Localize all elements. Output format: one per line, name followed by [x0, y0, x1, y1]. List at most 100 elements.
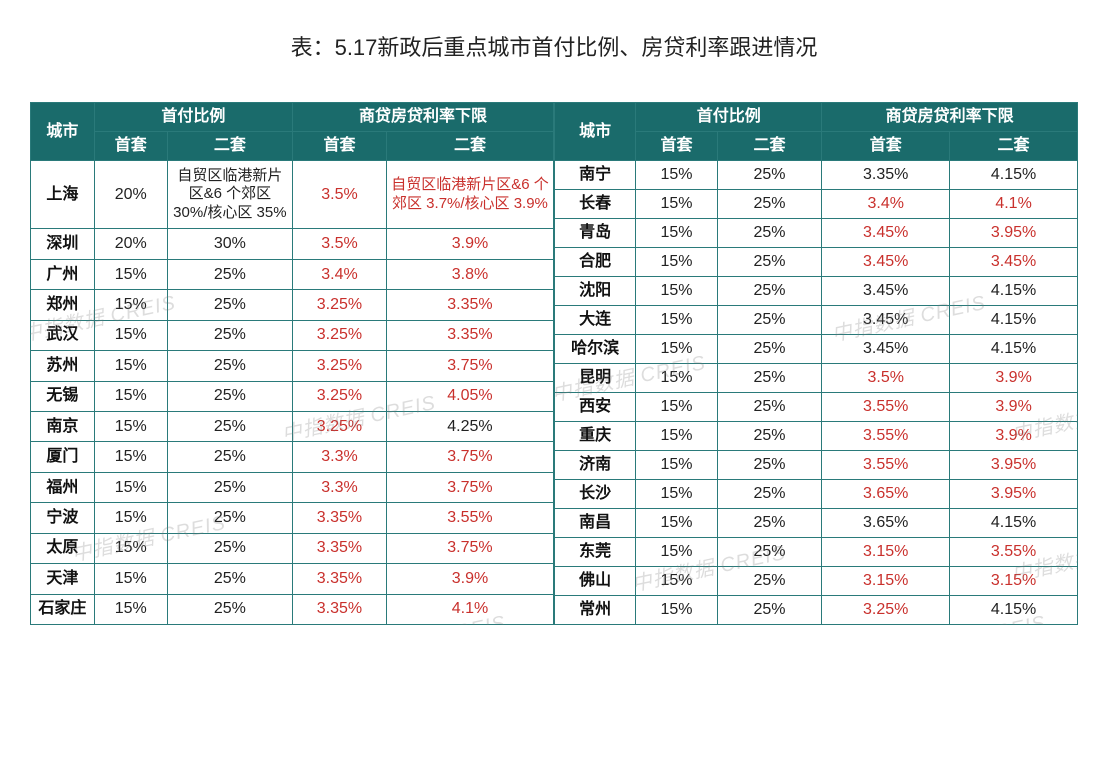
- table-row: 南京15%25%3.25%4.25%: [31, 411, 554, 441]
- cell-rate-first: 3.25%: [293, 381, 387, 411]
- cell-rate-second: 4.05%: [386, 381, 553, 411]
- cell-city: 武汉: [31, 320, 95, 350]
- cell-rate-first: 3.25%: [293, 411, 387, 441]
- table-row: 长沙15%25%3.65%3.95%: [555, 480, 1078, 509]
- cell-rate-first: 3.5%: [293, 161, 387, 229]
- cell-down-second: 25%: [167, 259, 292, 289]
- cell-rate-second: 3.15%: [950, 567, 1078, 596]
- cell-city: 佛山: [555, 567, 636, 596]
- table-row: 厦门15%25%3.3%3.75%: [31, 442, 554, 472]
- table-row: 太原15%25%3.35%3.75%: [31, 533, 554, 563]
- cell-rate-second: 4.1%: [950, 190, 1078, 219]
- cell-down-first: 20%: [94, 161, 167, 229]
- table-row: 哈尔滨15%25%3.45%4.15%: [555, 335, 1078, 364]
- cell-city: 长沙: [555, 480, 636, 509]
- th-rate-group: 商贷房贷利率下限: [822, 103, 1078, 132]
- cell-city: 南宁: [555, 161, 636, 190]
- cell-city: 昆明: [555, 364, 636, 393]
- cell-rate-second: 3.95%: [950, 480, 1078, 509]
- cell-city: 青岛: [555, 219, 636, 248]
- cell-city: 常州: [555, 596, 636, 625]
- cell-down-second: 25%: [717, 596, 822, 625]
- cell-rate-second: 3.35%: [386, 290, 553, 320]
- cell-city: 大连: [555, 306, 636, 335]
- cell-rate-second: 3.35%: [386, 320, 553, 350]
- cell-down-first: 15%: [94, 290, 167, 320]
- cell-down-first: 15%: [94, 351, 167, 381]
- cell-rate-first: 3.25%: [293, 351, 387, 381]
- cell-down-first: 15%: [94, 259, 167, 289]
- cell-down-first: 15%: [94, 381, 167, 411]
- cell-down-second: 25%: [717, 567, 822, 596]
- cell-rate-second: 3.55%: [386, 503, 553, 533]
- cell-rate-first: 3.3%: [293, 472, 387, 502]
- cell-down-second: 25%: [717, 248, 822, 277]
- cell-city: 哈尔滨: [555, 335, 636, 364]
- table-row: 无锡15%25%3.25%4.05%: [31, 381, 554, 411]
- cell-down-second: 25%: [167, 351, 292, 381]
- table-row: 佛山15%25%3.15%3.15%: [555, 567, 1078, 596]
- table-row: 沈阳15%25%3.45%4.15%: [555, 277, 1078, 306]
- cell-down-first: 15%: [94, 472, 167, 502]
- cell-down-first: 15%: [636, 219, 717, 248]
- th-first: 首套: [293, 132, 387, 161]
- cell-down-second: 25%: [717, 538, 822, 567]
- cell-down-first: 15%: [636, 596, 717, 625]
- th-city: 城市: [31, 103, 95, 161]
- table-row: 石家庄15%25%3.35%4.1%: [31, 594, 554, 624]
- cell-down-first: 15%: [94, 503, 167, 533]
- cell-city: 重庆: [555, 422, 636, 451]
- cell-down-first: 15%: [636, 277, 717, 306]
- table-row: 宁波15%25%3.35%3.55%: [31, 503, 554, 533]
- cell-down-second: 25%: [167, 290, 292, 320]
- cell-rate-second: 4.15%: [950, 509, 1078, 538]
- cell-rate-first: 3.35%: [822, 161, 950, 190]
- cell-city: 南昌: [555, 509, 636, 538]
- cell-down-second: 25%: [167, 411, 292, 441]
- cell-city: 无锡: [31, 381, 95, 411]
- cell-rate-second: 3.75%: [386, 442, 553, 472]
- cell-down-second: 25%: [167, 533, 292, 563]
- cell-rate-second: 3.9%: [950, 393, 1078, 422]
- table-row: 深圳20%30%3.5%3.9%: [31, 229, 554, 259]
- cell-city: 福州: [31, 472, 95, 502]
- cell-down-second: 25%: [167, 442, 292, 472]
- cell-down-second: 25%: [167, 381, 292, 411]
- cell-rate-second: 3.9%: [386, 564, 553, 594]
- cell-rate-first: 3.15%: [822, 567, 950, 596]
- cell-rate-second: 3.75%: [386, 533, 553, 563]
- cell-rate-second: 3.95%: [950, 219, 1078, 248]
- cell-rate-first: 3.65%: [822, 509, 950, 538]
- cell-rate-second: 3.55%: [950, 538, 1078, 567]
- cell-down-second: 25%: [167, 564, 292, 594]
- cell-down-second: 25%: [717, 364, 822, 393]
- cell-city: 天津: [31, 564, 95, 594]
- cell-rate-first: 3.35%: [293, 503, 387, 533]
- table-row: 东莞15%25%3.15%3.55%: [555, 538, 1078, 567]
- cell-rate-first: 3.45%: [822, 219, 950, 248]
- cell-rate-second: 3.9%: [950, 364, 1078, 393]
- cell-rate-first: 3.55%: [822, 451, 950, 480]
- cell-down-first: 15%: [636, 538, 717, 567]
- cell-down-second: 25%: [717, 422, 822, 451]
- right-table: 城市 首付比例 商贷房贷利率下限 首套 二套 首套 二套 南宁15%25%3.3…: [554, 102, 1078, 625]
- cell-down-first: 15%: [636, 480, 717, 509]
- table-row: 天津15%25%3.35%3.9%: [31, 564, 554, 594]
- page-title: 表：5.17新政后重点城市首付比例、房贷利率跟进情况: [30, 30, 1078, 62]
- cell-down-second: 25%: [717, 219, 822, 248]
- cell-rate-first: 3.4%: [822, 190, 950, 219]
- cell-rate-first: 3.45%: [822, 335, 950, 364]
- table-row: 武汉15%25%3.25%3.35%: [31, 320, 554, 350]
- left-table: 城市 首付比例 商贷房贷利率下限 首套 二套 首套 二套 上海20%自贸区临港新…: [30, 102, 554, 625]
- cell-city: 深圳: [31, 229, 95, 259]
- cell-down-second: 25%: [717, 190, 822, 219]
- cell-down-second: 25%: [717, 335, 822, 364]
- cell-rate-first: 3.15%: [822, 538, 950, 567]
- cell-city: 长春: [555, 190, 636, 219]
- cell-city: 上海: [31, 161, 95, 229]
- cell-down-second: 25%: [167, 503, 292, 533]
- cell-down-second: 25%: [717, 393, 822, 422]
- cell-rate-first: 3.55%: [822, 422, 950, 451]
- cell-city: 西安: [555, 393, 636, 422]
- cell-city: 郑州: [31, 290, 95, 320]
